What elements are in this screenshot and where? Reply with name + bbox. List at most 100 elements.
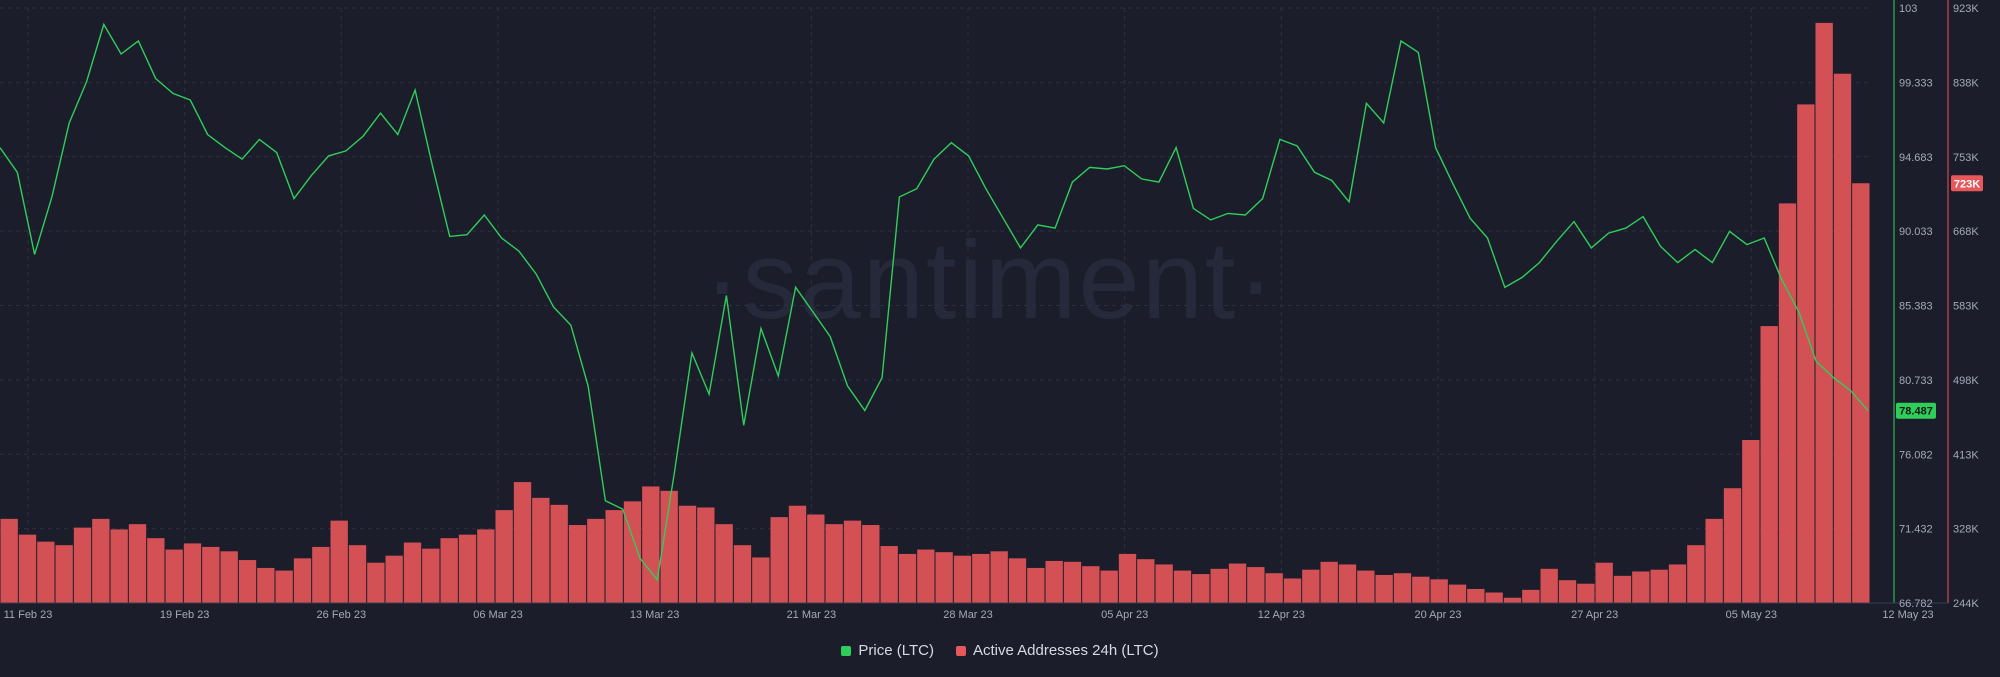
active-addresses-bar bbox=[550, 504, 568, 603]
active-addresses-bar bbox=[715, 524, 733, 603]
active-addresses-bar bbox=[367, 562, 385, 603]
active-addresses-tick-label: 668K bbox=[1953, 226, 1979, 238]
active-addresses-bar bbox=[1668, 564, 1687, 603]
active-addresses-bar bbox=[220, 551, 238, 603]
price-tick-label: 66.782 bbox=[1899, 598, 1933, 610]
active-addresses-bar bbox=[422, 548, 440, 603]
active-addresses-bar bbox=[348, 545, 367, 603]
active-addresses-bar bbox=[1302, 569, 1320, 603]
active-addresses-bar bbox=[458, 534, 477, 603]
active-addresses-bar bbox=[678, 505, 697, 603]
x-tick-label: 05 Apr 23 bbox=[1101, 609, 1148, 621]
axes bbox=[0, 0, 1949, 604]
price-line bbox=[0, 22, 1869, 582]
price-tick-label: 99.333 bbox=[1899, 77, 1933, 89]
price-last-value-badge bbox=[1896, 402, 1936, 419]
legend-label-price: Price (LTC) bbox=[858, 642, 934, 659]
active-addresses-bar bbox=[623, 501, 642, 603]
active-addresses-bar bbox=[1485, 592, 1503, 603]
active-addresses-bar bbox=[660, 490, 678, 603]
tick-labels: 103 99.333 94.683 90.033 85.383 80.733 76.082 7… bbox=[4, 3, 1983, 621]
active-addresses-bar bbox=[1467, 588, 1485, 603]
active-addresses-bar bbox=[1082, 566, 1100, 603]
active-addresses-bar bbox=[18, 534, 37, 603]
active-addresses-bar bbox=[917, 549, 935, 603]
x-tick-label: 28 Mar 23 bbox=[943, 609, 993, 621]
active-addresses-bar bbox=[1448, 584, 1467, 603]
x-tick-label: 19 Feb 23 bbox=[160, 609, 210, 621]
active-addresses-bar bbox=[37, 541, 55, 603]
active-addresses-bar bbox=[1027, 567, 1045, 603]
price-last-value-label: 78.487 bbox=[1899, 406, 1933, 418]
legend-item-active-addresses[interactable]: Active Addresses 24h (LTC) bbox=[955, 642, 1159, 659]
santiment-watermark: ·santiment· bbox=[704, 219, 1276, 342]
active-addresses-bar bbox=[843, 520, 862, 603]
active-addresses-bar bbox=[807, 514, 825, 603]
active-addresses-tick-label: 413K bbox=[1953, 449, 1979, 461]
active-addresses-tick-label: 244K bbox=[1953, 598, 1979, 610]
active-addresses-bar bbox=[568, 525, 587, 603]
active-addresses-bar bbox=[1852, 183, 1870, 603]
x-tick-label: 06 Mar 23 bbox=[473, 609, 523, 621]
price-line-series bbox=[0, 22, 1869, 582]
active-addresses-bar bbox=[110, 529, 128, 603]
active-addresses-bar bbox=[1778, 203, 1797, 604]
active-addresses-bar bbox=[752, 557, 770, 603]
active-addresses-bar bbox=[312, 546, 330, 603]
price-tick-label: 85.383 bbox=[1899, 301, 1933, 313]
active-addresses-bar bbox=[1742, 440, 1760, 603]
active-addresses-bars bbox=[0, 22, 1870, 604]
active-addresses-bar bbox=[293, 558, 312, 603]
legend-swatch-green bbox=[841, 645, 852, 656]
active-addresses-bar bbox=[1797, 104, 1815, 603]
active-addresses-tick-label: 923K bbox=[1953, 3, 1979, 15]
price-tick-label: 71.432 bbox=[1899, 524, 1933, 536]
active-addresses-bar bbox=[972, 553, 990, 603]
active-addresses-bar bbox=[1687, 545, 1705, 603]
active-addresses-bar bbox=[55, 545, 73, 603]
x-tick-label: 21 Mar 23 bbox=[787, 609, 837, 621]
active-addresses-bar bbox=[1595, 562, 1613, 603]
active-addresses-bar bbox=[0, 518, 18, 603]
legend-label-active-addresses: Active Addresses 24h (LTC) bbox=[972, 642, 1159, 659]
active-addresses-bar bbox=[1118, 553, 1137, 603]
active-addresses-bar bbox=[440, 538, 458, 603]
active-addresses-bar bbox=[385, 555, 403, 603]
active-addresses-bar bbox=[532, 497, 550, 603]
active-addresses-last-value-label: 723K bbox=[1954, 178, 1980, 190]
active-addresses-bar bbox=[1393, 573, 1412, 603]
active-addresses-bar bbox=[1522, 589, 1540, 603]
active-addresses-bar bbox=[1613, 575, 1632, 603]
active-addresses-bar bbox=[275, 570, 293, 603]
active-addresses-bar bbox=[1210, 568, 1228, 603]
active-addresses-bar bbox=[1503, 597, 1522, 603]
active-addresses-bar bbox=[770, 517, 788, 603]
active-addresses-bar bbox=[1283, 578, 1302, 603]
active-addresses-bar bbox=[1357, 570, 1375, 603]
active-addresses-tick-label: 583K bbox=[1953, 301, 1979, 313]
active-addresses-bar bbox=[862, 525, 880, 603]
active-addresses-bar bbox=[1815, 22, 1833, 603]
active-addresses-bar bbox=[587, 518, 605, 603]
active-addresses-bar bbox=[73, 527, 92, 603]
legend-item-price[interactable]: Price (LTC) bbox=[841, 642, 934, 659]
active-addresses-bar bbox=[1228, 563, 1247, 603]
active-addresses-bar bbox=[403, 542, 422, 603]
active-addresses-bar bbox=[880, 546, 898, 603]
x-tick-label: 20 Apr 23 bbox=[1414, 609, 1461, 621]
active-addresses-bar bbox=[1045, 560, 1063, 603]
active-addresses-bar bbox=[128, 524, 147, 603]
active-addresses-bar bbox=[1155, 564, 1173, 603]
active-addresses-bar bbox=[183, 543, 202, 603]
active-addresses-bar bbox=[1137, 559, 1155, 603]
grid-lines bbox=[0, 7, 1870, 604]
x-tick-label: 12 May 23 bbox=[1882, 609, 1933, 621]
active-addresses-bar bbox=[1430, 579, 1448, 603]
active-addresses-tick-label: 498K bbox=[1953, 375, 1979, 387]
active-addresses-bar bbox=[238, 560, 257, 603]
active-addresses-bar bbox=[1412, 576, 1430, 603]
active-addresses-bar bbox=[1760, 326, 1778, 603]
active-addresses-bar bbox=[898, 553, 917, 603]
legend-swatch-red bbox=[955, 645, 966, 656]
